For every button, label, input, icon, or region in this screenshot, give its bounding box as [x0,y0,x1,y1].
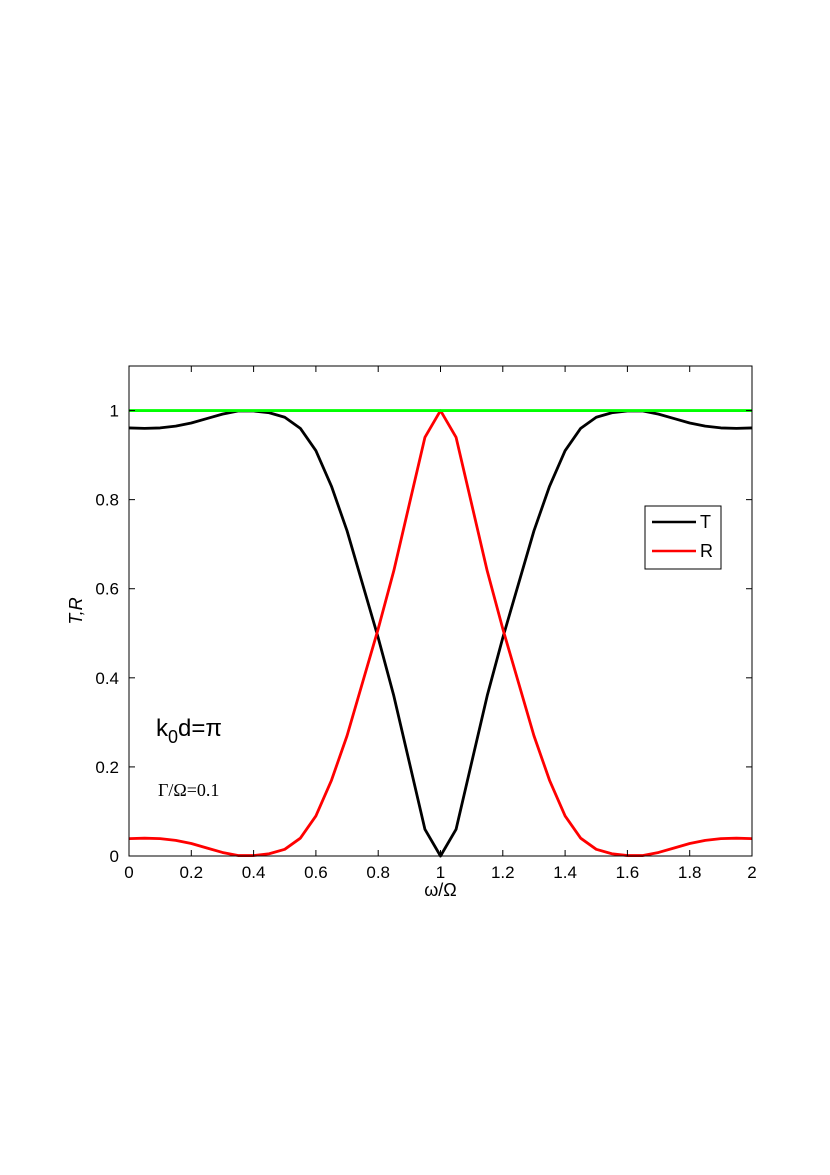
y-tick-label: 1 [110,402,119,421]
y-tick-label: 0.8 [95,491,119,510]
annotation-phase-rest: d=π [178,715,222,742]
x-axis-label: ω/Ω [424,880,457,900]
y-tick-label: 0.2 [95,758,119,777]
y-tick-label: 0.6 [95,580,119,599]
x-tick-label: 0.6 [304,863,328,882]
y-axis: 0 0.2 0.4 0.6 0.8 1 [95,402,752,866]
legend-box [644,505,722,570]
annotation-gamma: Γ/Ω=0.1 [158,780,219,800]
x-tick-label: 0 [124,863,133,882]
annotation-phase-base: k [156,715,169,742]
legend-label-t: T [700,512,711,532]
x-tick-label: 1.8 [678,863,702,882]
x-tick-label: 1 [436,863,445,882]
x-tick-label: 1.6 [616,863,640,882]
annotation-phase: k0d=π [156,715,222,747]
x-tick-label: 0.8 [366,863,390,882]
x-tick-label: 1.2 [491,863,515,882]
y-axis-label: T,R [66,597,86,624]
x-axis: 0 0.2 0.4 0.6 0.8 1 1.2 1.4 1.6 1.8 2 [124,366,757,882]
x-tick-label: 2 [747,863,756,882]
x-tick-label: 0.2 [179,863,203,882]
y-tick-label: 0.4 [95,669,119,688]
y-tick-label: 0 [110,847,119,866]
legend-label-r: R [700,541,713,561]
annotation-phase-sub: 0 [168,727,178,747]
x-tick-label: 1.4 [553,863,577,882]
legend: T R [644,505,722,570]
x-tick-label: 0.4 [242,863,266,882]
